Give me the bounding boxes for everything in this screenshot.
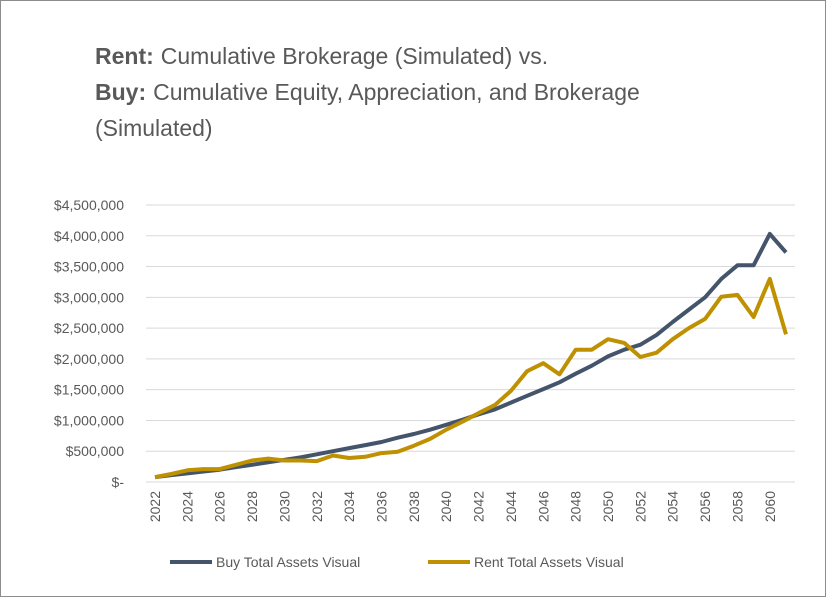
- x-tick-label: 2044: [503, 491, 519, 522]
- x-tick-label: 2028: [244, 491, 260, 522]
- x-tick-label: 2054: [665, 491, 681, 522]
- legend-label: Buy Total Assets Visual: [216, 554, 360, 570]
- x-tick-label: 2032: [309, 491, 325, 522]
- y-tick-label: $-: [112, 474, 125, 490]
- y-tick-label: $4,000,000: [54, 228, 124, 244]
- y-tick-label: $2,000,000: [54, 351, 124, 367]
- x-tick-label: 2060: [762, 491, 778, 522]
- title-text: (Simulated): [95, 115, 213, 141]
- y-tick-label: $2,500,000: [54, 320, 124, 336]
- y-tick-label: $3,500,000: [54, 259, 124, 275]
- x-tick-label: 2048: [568, 491, 584, 522]
- x-tick-label: 2058: [729, 491, 745, 522]
- title-bold: Rent:: [95, 43, 154, 69]
- x-tick-label: 2042: [471, 491, 487, 522]
- series-line: [154, 276, 788, 480]
- x-tick-label: 2024: [179, 491, 195, 522]
- y-tick-label: $3,000,000: [54, 289, 124, 305]
- x-tick-label: 2052: [632, 491, 648, 522]
- title-line: (Simulated): [95, 115, 213, 141]
- x-tick-label: 2022: [147, 491, 163, 522]
- y-tick-label: $500,000: [66, 443, 125, 459]
- y-tick-label: $4,500,000: [54, 197, 124, 213]
- title-line: Rent: Cumulative Brokerage (Simulated) vs…: [95, 43, 548, 69]
- x-tick-label: 2026: [212, 491, 228, 522]
- title-text: Cumulative Equity, Appreciation, and Bro…: [153, 79, 640, 105]
- x-tick-label: 2040: [438, 491, 454, 522]
- title-text: Cumulative Brokerage (Simulated) vs.: [161, 43, 548, 69]
- x-tick-label: 2038: [406, 491, 422, 522]
- chart-title: Rent: Cumulative Brokerage (Simulated) vs…: [95, 43, 640, 141]
- x-tick-label: 2050: [600, 491, 616, 522]
- x-tick-label: 2046: [535, 491, 551, 522]
- y-tick-label: $1,500,000: [54, 382, 124, 398]
- x-tick-label: 2036: [374, 491, 390, 522]
- x-tick-label: 2034: [341, 491, 357, 522]
- legend-label: Rent Total Assets Visual: [474, 554, 624, 570]
- y-tick-label: $1,000,000: [54, 412, 124, 428]
- x-tick-label: 2030: [276, 491, 292, 522]
- title-line: Buy: Cumulative Equity, Appreciation, and…: [95, 79, 640, 105]
- title-bold: Buy:: [95, 79, 146, 105]
- x-tick-label: 2056: [697, 491, 713, 522]
